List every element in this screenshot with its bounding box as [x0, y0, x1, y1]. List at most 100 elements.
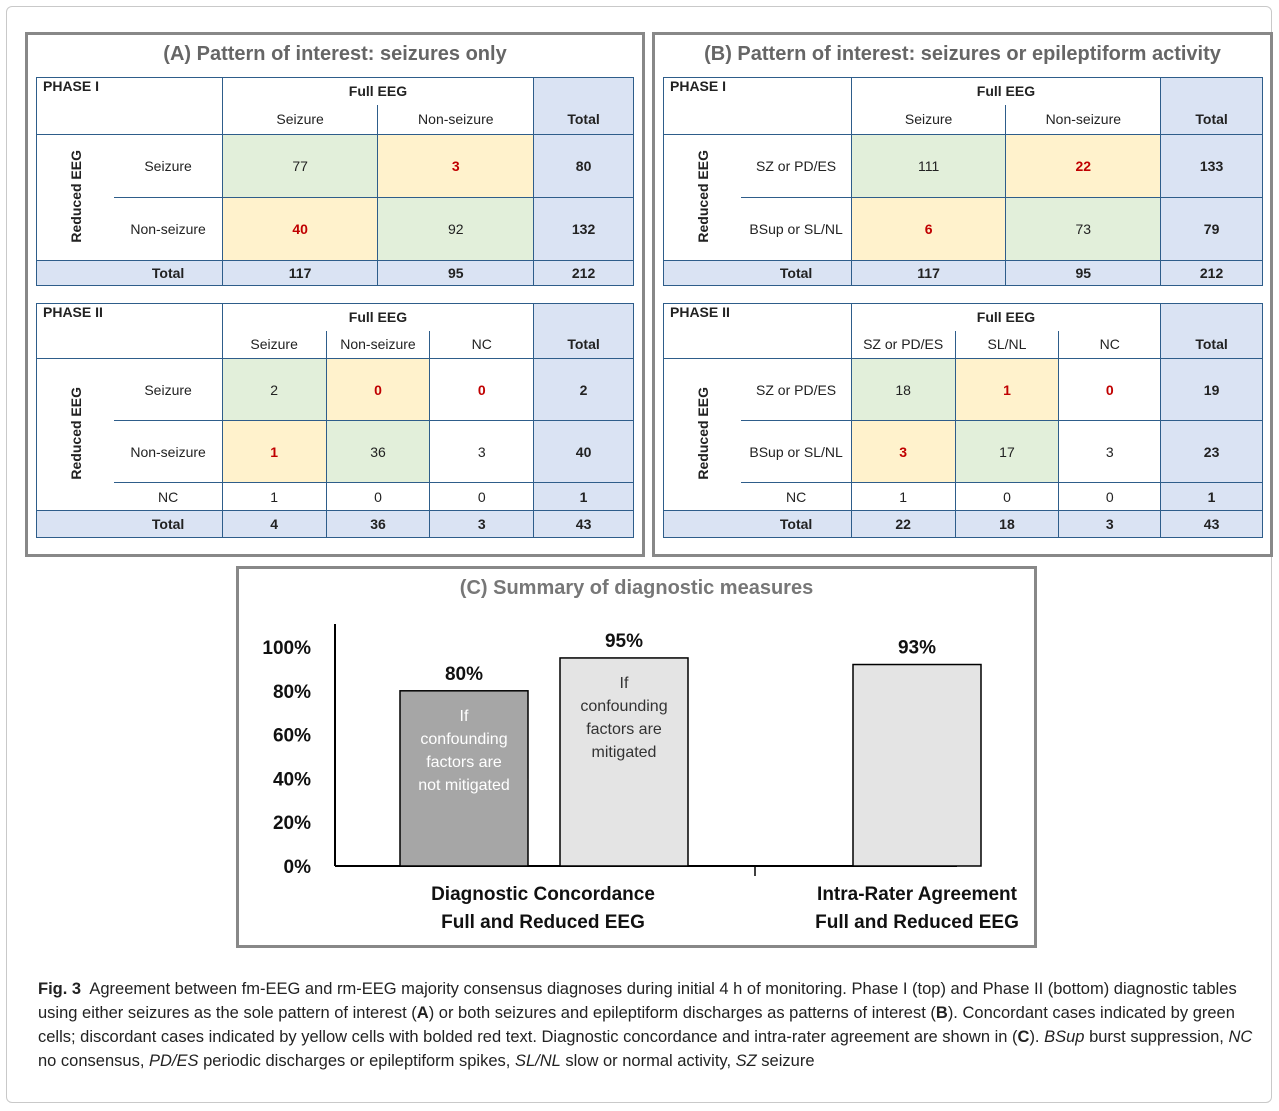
panel-a: (A) Pattern of interest: seizures only P…	[25, 32, 645, 557]
row-total: 23	[1160, 420, 1263, 483]
bar-inner-label: confounding	[580, 698, 667, 715]
row-total: 40	[533, 420, 634, 483]
cell: 0	[429, 482, 535, 511]
bar-inner-label: If	[460, 708, 469, 725]
y-tick-label: 0%	[284, 857, 312, 878]
panel-a-phase1-table: PHASE I Full EEG Seizure Non-seizure Tot…	[36, 77, 634, 286]
bar	[559, 657, 689, 867]
row-label: NC	[741, 482, 852, 511]
cell-concordant: 77	[221, 134, 379, 198]
caption-text: ) or both seizures and epileptiform disc…	[428, 1004, 936, 1022]
row-label: BSup or SL/NL	[741, 420, 852, 483]
row-axis-label: Reduced EEG	[67, 386, 84, 480]
cell-concordant: 73	[1005, 197, 1162, 261]
total-row-label: Total	[114, 510, 223, 538]
x-group-label: Full and Reduced EEG	[441, 912, 645, 933]
cell-discordant: 3	[850, 420, 956, 483]
bar-inner-label: factors are	[426, 754, 502, 771]
grand-total: 43	[533, 510, 634, 538]
row-label: BSup or SL/NL	[741, 197, 852, 261]
col-header: Seizure	[850, 104, 1007, 135]
phase-label: PHASE I	[663, 77, 742, 105]
caption-text: ).	[1029, 1028, 1045, 1046]
cell: 1	[221, 482, 327, 511]
bar-value-label: 95%	[605, 631, 643, 652]
caption-abbr: NC	[1228, 1028, 1253, 1046]
bar-inner-label: not mitigated	[418, 777, 510, 794]
col-header: Non-seizure	[377, 104, 535, 135]
panel-b-phase1-table: PHASE I Full EEG Seizure Non-seizure Tot…	[663, 77, 1263, 286]
row-total: 1	[533, 482, 634, 511]
caption-text: periodic discharges or epileptiform spik…	[198, 1052, 515, 1070]
cell: 3	[429, 420, 535, 483]
caption-ref-c: C	[1017, 1028, 1030, 1046]
row-total: 80	[533, 134, 634, 198]
col-total: 95	[377, 260, 535, 286]
x-group-label: Full and Reduced EEG	[815, 912, 1019, 933]
cell-discordant: 40	[221, 197, 379, 261]
caption-text: no consensus,	[38, 1052, 149, 1070]
x-group-label: Intra-Rater Agreement	[817, 884, 1018, 905]
phase-label: PHASE I	[36, 77, 115, 105]
bar	[852, 663, 982, 867]
x-group-label: Diagnostic Concordance	[431, 884, 655, 905]
col-header: Seizure	[221, 104, 379, 135]
caption-ref-b: B	[935, 1004, 948, 1022]
bar-value-label: 80%	[445, 664, 483, 685]
row-label: SZ or PD/ES	[741, 134, 852, 198]
row-label: NC	[114, 482, 223, 511]
col-header-total: Total	[1160, 104, 1263, 135]
caption-abbr: PD/ES	[149, 1052, 199, 1070]
row-axis-label: Reduced EEG	[67, 149, 84, 243]
row-label: Non-seizure	[114, 197, 223, 261]
col-total: 36	[325, 510, 431, 538]
panel-b-phase2-table: PHASE II Full EEG SZ or PD/ES SL/NL NC T…	[663, 303, 1263, 538]
col-header: Non-seizure	[325, 330, 431, 359]
bar-inner-label: factors are	[586, 721, 662, 738]
cell-discordant: 6	[850, 197, 1007, 261]
row-total: 1	[1160, 482, 1263, 511]
y-tick-label: 60%	[273, 726, 311, 747]
cell-concordant: 36	[325, 420, 431, 483]
col-header: NC	[1058, 330, 1162, 359]
cell: 3	[1058, 420, 1162, 483]
col-header: SL/NL	[954, 330, 1060, 359]
caption-abbr: BSup	[1044, 1028, 1085, 1046]
cell-discordant: 1	[221, 420, 327, 483]
grand-total: 212	[533, 260, 634, 286]
col-header-total: Total	[533, 330, 634, 359]
row-total: 132	[533, 197, 634, 261]
bar-inner-label: confounding	[420, 731, 507, 748]
row-label: SZ or PD/ES	[741, 358, 852, 421]
row-label: Seizure	[114, 358, 223, 421]
cell-concordant: 2	[221, 358, 327, 421]
col-total: 95	[1005, 260, 1162, 286]
col-total: 3	[429, 510, 535, 538]
panel-c-chart: (C) Summary of diagnostic measures 100% 8…	[236, 566, 1037, 948]
caption-text: ). Concordant cases indicated by green c…	[38, 1004, 1235, 1046]
cell-concordant: 92	[377, 197, 535, 261]
col-header-total: Total	[1160, 330, 1263, 359]
panel-a-title: (A) Pattern of interest: seizures only	[163, 43, 507, 65]
bar	[399, 690, 529, 867]
col-header: SZ or PD/ES	[850, 330, 956, 359]
total-row-label: Total	[741, 510, 852, 538]
row-label: Seizure	[114, 134, 223, 198]
y-tick-label: 80%	[273, 682, 311, 703]
cell-discordant: 0	[429, 358, 535, 421]
cell: 0	[325, 482, 431, 511]
row-label: Non-seizure	[114, 420, 223, 483]
cell-concordant: 18	[850, 358, 956, 421]
caption-abbr: SZ	[735, 1052, 757, 1070]
col-total: 117	[850, 260, 1007, 286]
col-header: Non-seizure	[1005, 104, 1162, 135]
col-total: 3	[1058, 510, 1162, 538]
col-total: 117	[221, 260, 379, 286]
caption-text: seizure	[756, 1052, 815, 1070]
full-eeg-header: Full EEG	[221, 303, 535, 331]
total-row-label: Total	[741, 260, 852, 286]
row-total: 19	[1160, 358, 1263, 421]
cell-discordant: 0	[1058, 358, 1162, 421]
full-eeg-header: Full EEG	[850, 77, 1162, 105]
caption-abbr: SL/NL	[514, 1052, 561, 1070]
